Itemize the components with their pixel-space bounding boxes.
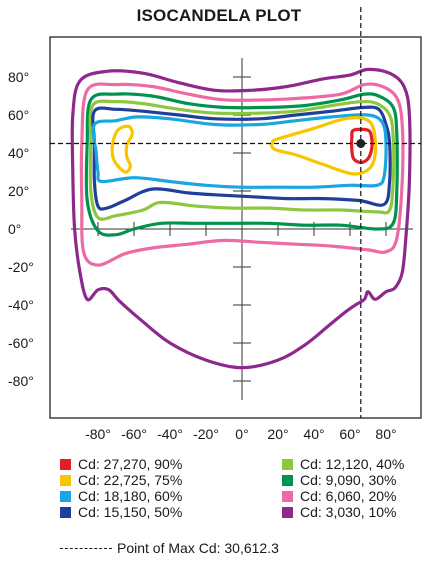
y-tick-label: -80° bbox=[8, 373, 34, 389]
legend-label: Cd: 18,180, 60% bbox=[78, 488, 183, 504]
isocandela-contour bbox=[91, 105, 392, 211]
plot-frame bbox=[49, 36, 422, 419]
x-tick-label: -40° bbox=[157, 426, 183, 440]
legend-item: Cd: 15,150, 50% bbox=[60, 505, 182, 519]
y-tick-label: -20° bbox=[8, 259, 34, 275]
y-tick-label: 80° bbox=[8, 69, 29, 85]
legend-item: Cd: 12,120, 40% bbox=[282, 457, 404, 471]
x-axis-ticks: -80° -60° -40° -20° 0° 20° 40° 60° 80° bbox=[85, 426, 397, 440]
legend-swatch bbox=[60, 506, 71, 518]
isocandela-contour bbox=[79, 82, 405, 267]
x-tick-label: 80° bbox=[375, 426, 396, 440]
legend-swatch bbox=[282, 506, 293, 518]
legend-item: Cd: 18,180, 60% bbox=[60, 489, 182, 503]
max-point-note: Point of Max Cd: 30,612.3 bbox=[60, 540, 279, 556]
contour-layer bbox=[70, 67, 412, 370]
isocandela-contour bbox=[70, 67, 412, 370]
max-point-marker bbox=[356, 139, 366, 148]
x-tick-label: -80° bbox=[85, 426, 111, 440]
legend-label: Cd: 9,090, 30% bbox=[300, 472, 397, 488]
isocandela-contour bbox=[91, 113, 388, 189]
isocandela-contour bbox=[84, 92, 399, 237]
legend-label: Cd: 3,030, 10% bbox=[300, 504, 397, 520]
legend-label: Cd: 22,725, 75% bbox=[78, 472, 183, 488]
legend-item: Cd: 27,270, 90% bbox=[60, 457, 182, 471]
max-dash-line-sample bbox=[60, 547, 112, 549]
legend-label: Cd: 27,270, 90% bbox=[78, 456, 183, 472]
legend-swatch bbox=[282, 490, 293, 502]
x-tick-label: 0° bbox=[235, 426, 248, 440]
legend-swatch bbox=[60, 490, 71, 502]
legend-label: Cd: 12,120, 40% bbox=[300, 456, 405, 472]
y-tick-label: 60° bbox=[8, 107, 29, 123]
legend-item: Cd: 9,090, 30% bbox=[282, 473, 397, 487]
isocandela-contour bbox=[110, 124, 134, 174]
x-tick-label: 40° bbox=[303, 426, 324, 440]
legend-label: Cd: 6,060, 20% bbox=[300, 488, 397, 504]
isocandela-contour bbox=[269, 116, 378, 176]
max-point-label: Point of Max Cd: 30,612.3 bbox=[117, 540, 279, 556]
legend-item: Cd: 3,030, 10% bbox=[282, 505, 397, 519]
chart-title: ISOCANDELA PLOT bbox=[136, 6, 302, 25]
x-tick-label: 20° bbox=[267, 426, 288, 440]
legend-swatch bbox=[60, 474, 71, 486]
y-tick-label: -60° bbox=[8, 335, 34, 351]
legend-item: Cd: 22,725, 75% bbox=[60, 473, 182, 487]
legend-item: Cd: 6,060, 20% bbox=[282, 489, 397, 503]
legend-swatch bbox=[282, 474, 293, 486]
isocandela-plot: 80°60°40°20°0°-20°-40°-60°-80° -80° -60° -… bbox=[8, 7, 422, 440]
isocandela-contour bbox=[349, 127, 374, 165]
legend-swatch bbox=[282, 458, 293, 470]
y-tick-label: 0° bbox=[8, 221, 21, 237]
x-tick-label: -60° bbox=[121, 426, 147, 440]
legend-swatch bbox=[60, 458, 71, 470]
x-tick-label: 60° bbox=[339, 426, 360, 440]
y-tick-label: -40° bbox=[8, 297, 34, 313]
legend-label: Cd: 15,150, 50% bbox=[78, 504, 183, 520]
y-axis-ticks: 80° 60° 40° 20° 0° -20° -40° -60° -80° bbox=[8, 69, 34, 389]
x-tick-label: -20° bbox=[193, 426, 219, 440]
isocandela-contour bbox=[88, 99, 396, 221]
y-tick-label: 20° bbox=[8, 183, 29, 199]
y-tick-label: 40° bbox=[8, 145, 29, 161]
max-point-guides bbox=[50, 7, 421, 418]
